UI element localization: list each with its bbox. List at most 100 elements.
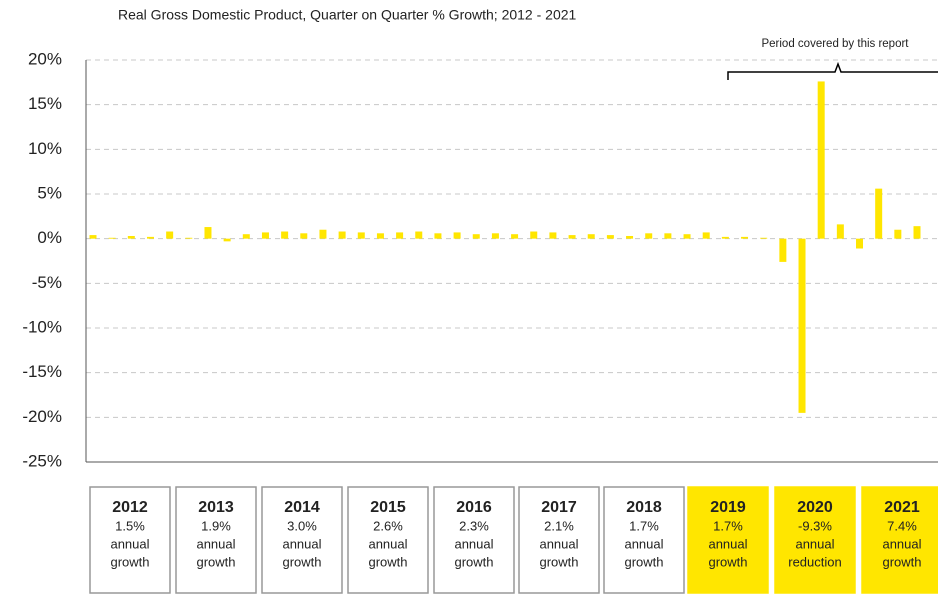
bar [683,234,691,239]
year-line2: growth [110,554,149,569]
year-line1: annual [624,536,663,551]
bar [89,235,97,239]
bar [223,238,231,242]
bar [127,235,135,239]
bar [645,233,653,239]
year-label: 2018 [626,499,662,516]
bar [741,236,749,239]
bar [568,235,576,239]
year-label: 2020 [797,499,833,516]
bar [702,232,710,239]
year-line1: annual [282,536,321,551]
bar [836,224,844,239]
bar [606,235,614,239]
y-tick-label: 10% [28,139,62,158]
y-tick-label: 0% [37,228,62,247]
year-line2: growth [882,554,921,569]
y-tick-label: -10% [22,317,62,336]
bar [166,231,174,239]
year-line2: growth [708,554,747,569]
year-box [175,486,257,594]
bar [664,233,672,239]
year-line1: annual [196,536,235,551]
year-line2: growth [624,554,663,569]
y-tick-label: -15% [22,362,62,381]
year-rate: -9.3% [798,518,832,533]
year-rate: 3.0% [287,518,317,533]
year-rate: 2.3% [459,518,489,533]
bar [817,81,825,239]
year-label: 2013 [198,499,234,516]
y-tick-label: 15% [28,94,62,113]
bar [798,238,806,413]
bar [338,231,346,239]
bar [300,233,308,239]
bar [587,234,595,239]
year-rate: 1.7% [629,518,659,533]
bar [281,231,289,239]
bar [875,188,883,239]
bar [472,234,480,239]
year-rate: 1.5% [115,518,145,533]
year-line1: annual [882,536,921,551]
year-label: 2021 [884,499,920,516]
year-box [687,486,769,594]
year-line1: annual [368,536,407,551]
bar [396,232,404,239]
y-tick-label: 5% [37,183,62,202]
year-line2: reduction [788,554,841,569]
year-line1: annual [110,536,149,551]
bar [549,232,557,239]
bar [491,233,499,239]
year-line2: growth [539,554,578,569]
year-box [774,486,856,594]
bar [108,237,116,239]
bar [434,233,442,239]
year-line2: growth [368,554,407,569]
bar [242,234,250,239]
bar [626,235,634,239]
year-box [518,486,600,594]
bar [779,238,787,262]
bar [185,237,193,239]
year-box [861,486,938,594]
year-label: 2019 [710,499,746,516]
year-line2: growth [196,554,235,569]
year-rate: 1.9% [201,518,231,533]
year-box [261,486,343,594]
bar [511,234,519,239]
year-rate: 2.6% [373,518,403,533]
year-label: 2017 [541,499,577,516]
y-tick-label: -25% [22,451,62,470]
chart-title: Real Gross Domestic Product, Quarter on … [118,7,577,23]
y-tick-label: 20% [28,49,62,68]
annotation: Period covered by this report [761,38,909,50]
bar [357,232,365,239]
year-line1: annual [454,536,493,551]
bar [204,227,212,239]
bar [894,229,902,239]
year-label: 2016 [456,499,492,516]
year-box [603,486,685,594]
bar [760,237,768,239]
y-tick-label: -20% [22,407,62,426]
bar [261,232,269,239]
year-line2: growth [454,554,493,569]
bar [856,238,864,249]
year-box [89,486,171,594]
bar [530,231,538,239]
year-box [433,486,515,594]
year-rate: 2.1% [544,518,574,533]
bar [319,229,327,239]
year-rate: 1.7% [713,518,743,533]
year-line1: annual [795,536,834,551]
year-label: 2014 [284,499,320,516]
bar [913,226,921,239]
y-tick-label: -5% [32,273,62,292]
year-line2: growth [282,554,321,569]
bar [415,231,423,239]
brace [727,61,938,80]
bar [376,233,384,239]
bar [146,236,154,239]
